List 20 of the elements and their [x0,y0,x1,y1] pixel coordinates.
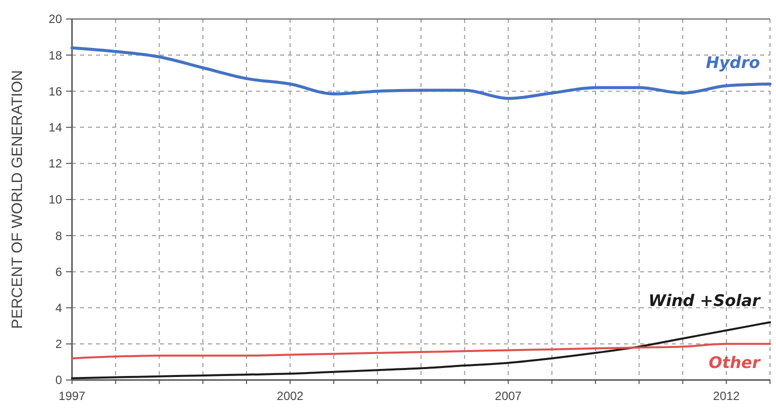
y-tick-label: 10 [48,192,62,207]
x-tick-label: 2007 [494,389,522,403]
x-tick-label: 1997 [58,389,86,403]
y-tick-label: 4 [55,301,62,315]
line-series [70,46,772,100]
y-tick-label: 18 [48,48,62,62]
series-label: Hydro [706,52,760,72]
y-tick-label: 8 [55,228,62,243]
x-tick-label: 2002 [276,389,304,403]
y-tick-label: 0 [55,373,62,388]
series-label: Wind +Solar [648,291,762,310]
y-tick-label: 6 [55,264,62,279]
y-tick-label: 12 [48,156,62,171]
x-tick-label: 2012 [713,389,740,403]
y-tick-label: 20 [48,12,62,26]
y-tick-label: 16 [48,84,62,98]
y-tick-label: 14 [48,120,62,134]
y-tick-label: 2 [55,337,62,352]
series-label: Other [708,352,762,372]
y-axis-title: PERCENT OF WORLD GENERATION [9,70,26,329]
